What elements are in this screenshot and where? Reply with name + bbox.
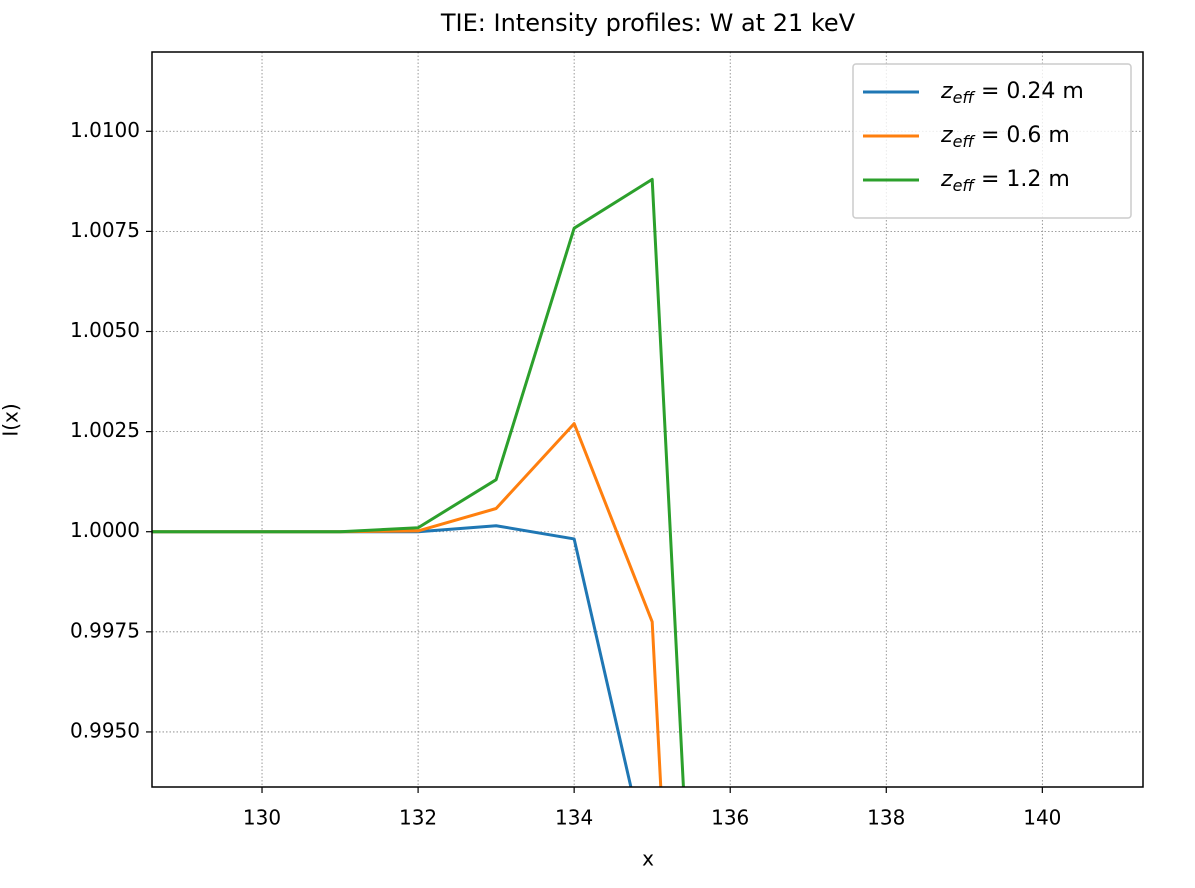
legend: zeff = 0.24 m zeff = 0.6 m zeff = 1.2 m <box>852 63 1132 219</box>
y-tick-label: 0.9975 <box>70 618 140 642</box>
plot-frame <box>151 51 1144 788</box>
y-tick-label: 1.0050 <box>70 318 140 342</box>
x-tick-label: 136 <box>711 806 749 830</box>
x-tick-label: 138 <box>867 806 905 830</box>
x-axis-label: x <box>642 847 654 871</box>
y-axis-label: I(x) <box>0 403 23 436</box>
y-tick-label: 0.9950 <box>70 718 140 742</box>
legend-box <box>852 63 1132 219</box>
legend-label: zeff = 1.2 m <box>940 167 1070 195</box>
legend-label: zeff = 0.24 m <box>940 79 1084 107</box>
y-tick-label: 1.0075 <box>70 218 140 242</box>
x-tick-label: 140 <box>1023 806 1061 830</box>
y-tick-label: 1.0000 <box>70 518 140 542</box>
x-tick-label: 130 <box>243 806 281 830</box>
x-tick-label: 134 <box>555 806 593 830</box>
y-tick-label: 1.0100 <box>70 118 140 142</box>
y-tick-label: 1.0025 <box>70 418 140 442</box>
legend-label: zeff = 0.6 m <box>940 123 1070 151</box>
x-tick-label: 132 <box>399 806 437 830</box>
chart-title: TIE: Intensity profiles: W at 21 keV <box>440 9 856 37</box>
plot-lines <box>152 177 685 787</box>
series-line <box>152 177 685 787</box>
